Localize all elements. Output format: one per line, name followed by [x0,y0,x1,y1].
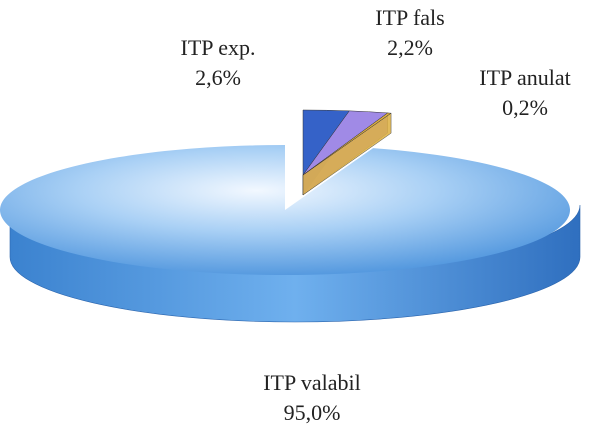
slice-label: ITP valabil [263,370,361,395]
slice-label: ITP fals [375,5,444,30]
slice-value-label: 2,2% [387,35,433,60]
slice-value-label: 0,2% [502,95,548,120]
slice-value-label: 95,0% [284,400,341,425]
pie-slice [0,145,570,275]
slice-value-label: 2,6% [195,65,241,90]
slice-label: ITP exp. [181,35,256,60]
slice-label: ITP anulat [479,65,570,90]
pie-slice [302,112,392,176]
